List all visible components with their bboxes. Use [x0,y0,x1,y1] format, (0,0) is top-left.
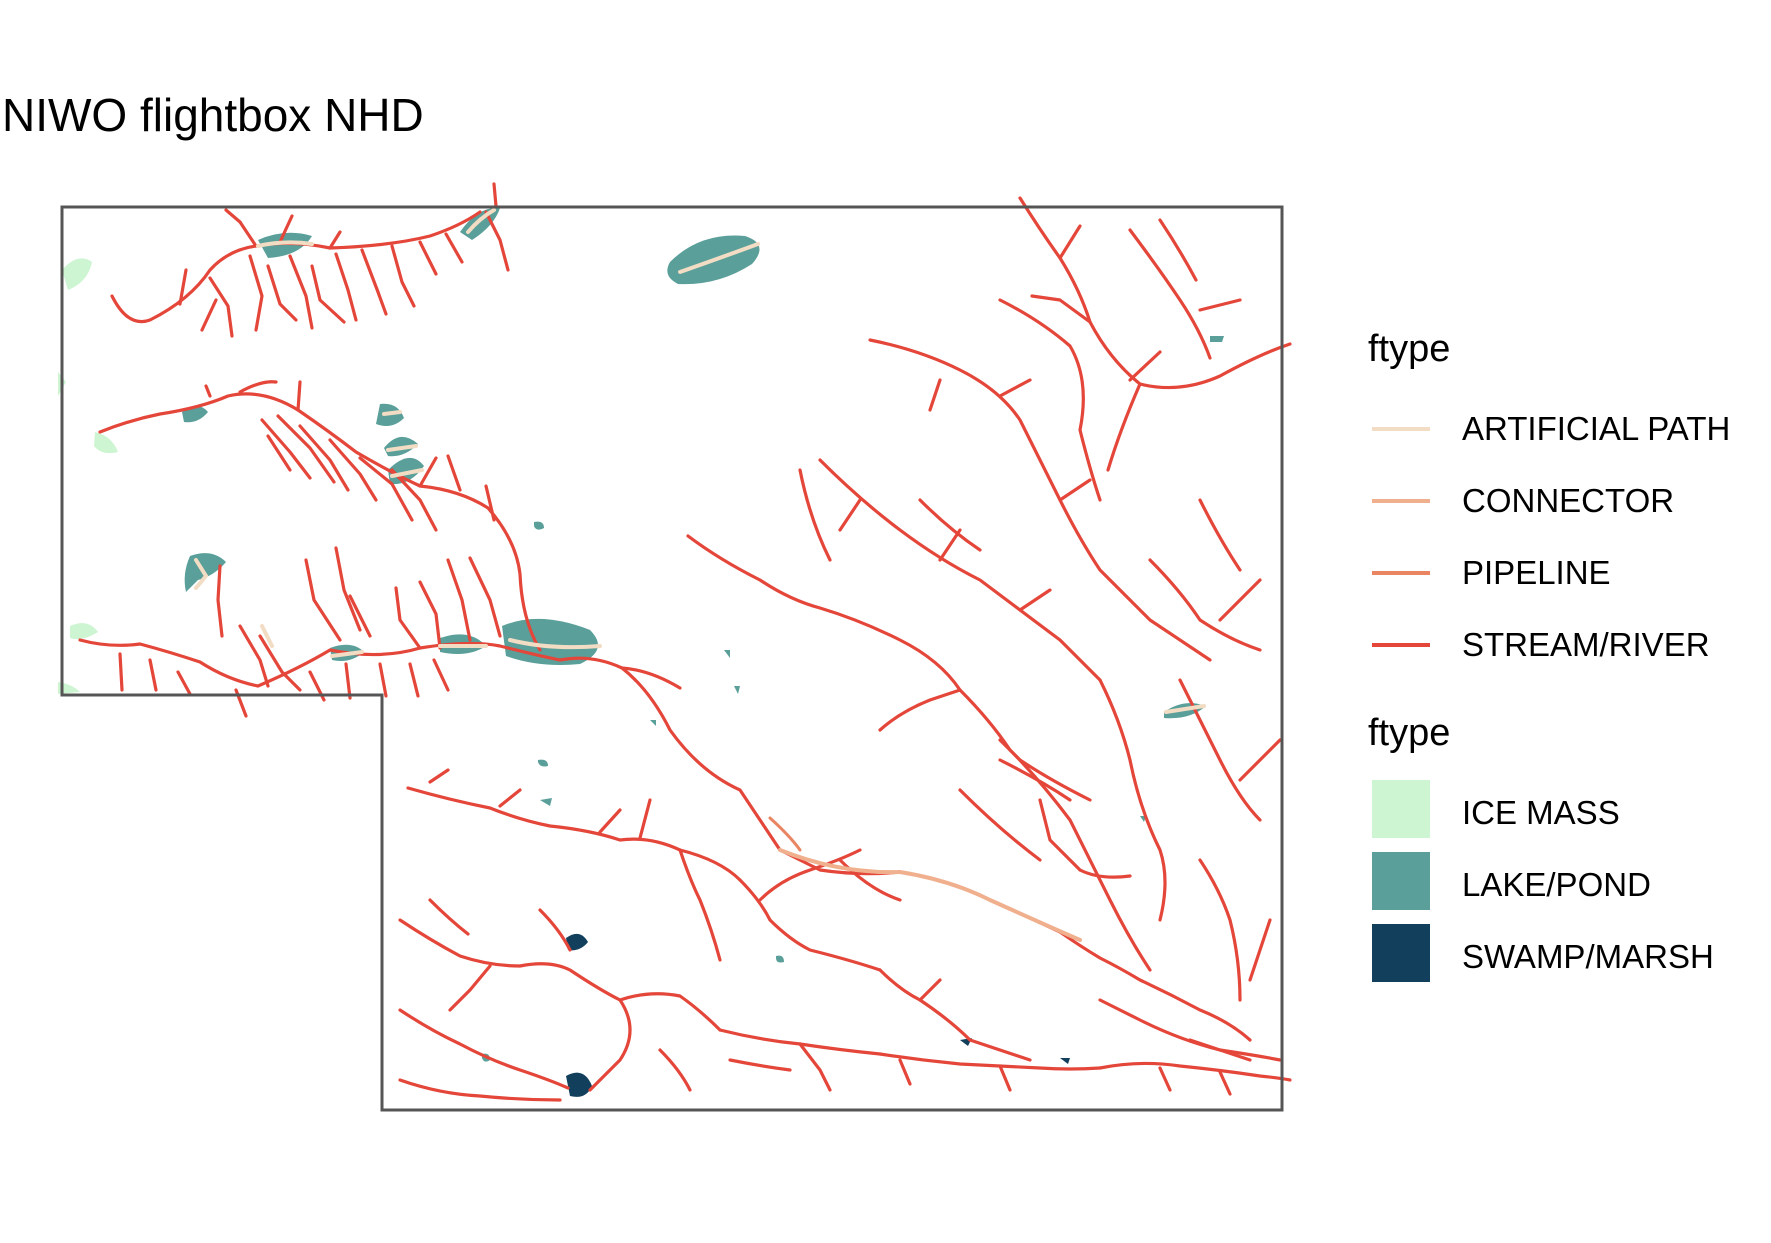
artificial-path-lines [194,208,1206,714]
line-legend-title: ftype [1368,328,1451,370]
lake-pond-key [1372,852,1430,910]
stream-river-key [1372,643,1430,647]
pipeline-lines [768,816,802,852]
ice-mass-areas [58,258,118,694]
connector-label: CONNECTOR [1462,482,1675,519]
flightbox-boundary [60,205,1284,1112]
artificial-path-key [1372,427,1430,431]
ice-mass-key [1372,780,1430,838]
lake-pond-label: LAKE/POND [1462,866,1651,903]
artificial-path-label: ARTIFICIAL PATH [1462,410,1731,447]
area-legend-title: ftype [1368,712,1451,754]
ice-mass-label: ICE MASS [1462,794,1620,831]
stream-river-lines [78,182,1292,1102]
pipeline-label: PIPELINE [1462,554,1611,591]
swamp-marsh-areas [566,933,1070,1097]
connector-lines [778,848,1082,942]
map-title: NIWO flightbox NHD [2,89,424,141]
connector-key [1372,499,1430,503]
pipeline-key [1372,571,1430,575]
swamp-marsh-key [1372,924,1430,982]
stream-river-label: STREAM/RIVER [1462,626,1710,663]
swamp-marsh-label: SWAMP/MARSH [1462,938,1714,975]
